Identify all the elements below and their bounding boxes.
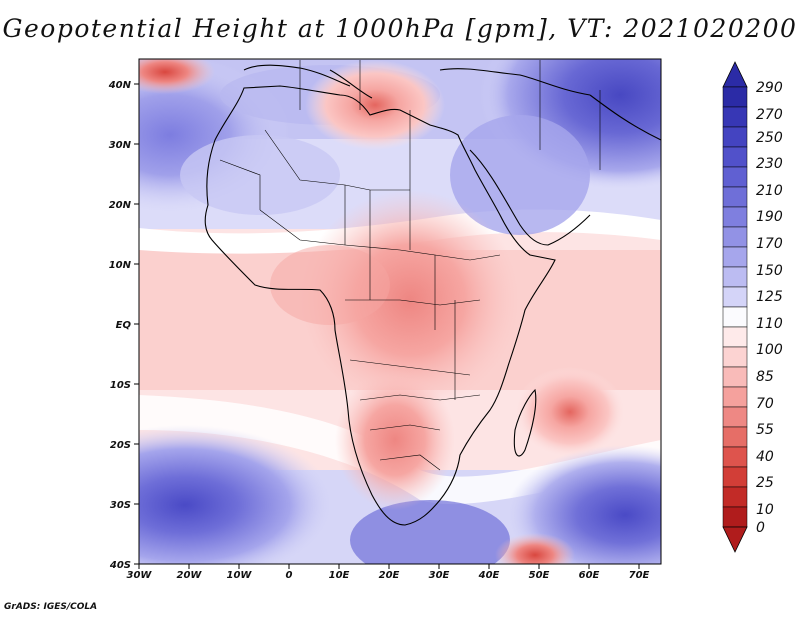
colorbar-label: 125: [756, 289, 783, 305]
lat-label: 20S: [110, 440, 131, 451]
colorbar-label: 290: [756, 80, 783, 96]
map-frame: [138, 58, 662, 565]
colorbar-swatch: [722, 446, 748, 468]
lon-label: 30W: [127, 570, 153, 581]
chart-title: Geopotential Height at 1000hPa [gpm], VT…: [2, 14, 798, 43]
colorbar-label: 230: [756, 156, 783, 172]
lon-label: 10E: [329, 570, 350, 581]
height-field: [139, 59, 661, 564]
colorbar-label: 210: [756, 183, 783, 199]
colorbar-label: 270: [756, 107, 783, 123]
lat-labels: 40N 30N 20N 10N EQ 10S 20S 30S 40S: [108, 80, 132, 571]
colorbar-swatch: [722, 226, 748, 248]
colorbar-label: 10: [756, 502, 774, 518]
colorbar-label: 25: [756, 475, 774, 491]
colorbar-bottom-arrow: [722, 526, 748, 553]
colorbar-swatch: [722, 166, 748, 188]
colorbar-swatch: [722, 186, 748, 208]
colorbar-label: 100: [756, 342, 783, 358]
lon-label: 40E: [478, 570, 500, 581]
colorbar-swatch: [722, 146, 748, 168]
colorbar-label: 190: [756, 209, 783, 225]
lon-label: 10W: [227, 570, 253, 581]
lat-label: 20N: [109, 200, 132, 211]
colorbar-top-arrow: [722, 61, 748, 88]
lon-label: 70E: [629, 570, 650, 581]
colorbar: 290 270 250 230 210 190 170 150 125 110 …: [722, 61, 783, 553]
colorbar-swatch: [722, 506, 748, 528]
colorbar-label: 55: [756, 422, 774, 438]
colorbar-swatch: [722, 386, 748, 408]
colorbar-swatch: [722, 406, 748, 428]
colorbar-label: 110: [756, 316, 783, 332]
colorbar-label: 150: [756, 263, 783, 279]
lon-label: 20E: [379, 570, 400, 581]
lat-label: EQ: [116, 320, 132, 331]
lat-label: 10S: [110, 380, 131, 391]
grads-credit: GrADS: IGES/COLA: [4, 602, 98, 612]
colorbar-swatch: [722, 86, 748, 108]
colorbar-swatch: [722, 326, 748, 348]
lat-label: 40N: [108, 80, 132, 91]
lat-label: 30N: [109, 140, 132, 151]
colorbar-swatch: [722, 266, 748, 288]
lon-label: 20W: [177, 570, 203, 581]
lon-label: 30E: [429, 570, 450, 581]
colorbar-label: 170: [756, 236, 783, 252]
colorbar-swatch: [722, 466, 748, 488]
colorbar-label: 85: [756, 369, 774, 385]
colorbar-swatch: [722, 206, 748, 228]
borders: [219, 60, 601, 471]
colorbar-swatch: [722, 426, 748, 448]
colorbar-swatch: [722, 366, 748, 388]
colorbar-swatch: [722, 126, 748, 148]
lon-label: 0: [286, 570, 293, 581]
colorbar-swatch: [722, 286, 748, 308]
coastlines: [204, 64, 661, 526]
lon-label: 50E: [529, 570, 550, 581]
colorbar-swatch: [722, 246, 748, 268]
lat-label: 40S: [109, 560, 131, 571]
colorbar-label: 250: [756, 130, 783, 146]
colorbar-swatch: [722, 306, 748, 328]
colorbar-swatch: [722, 106, 748, 128]
lon-label: 60E: [579, 570, 600, 581]
colorbar-swatch: [722, 346, 748, 368]
colorbar-label: 40: [756, 449, 774, 465]
lat-label: 30S: [110, 500, 131, 511]
colorbar-label: 70: [756, 396, 774, 412]
colorbar-label: 0: [756, 520, 765, 536]
colorbar-swatch: [722, 486, 748, 508]
lat-label: 10N: [109, 260, 132, 271]
tick-marks: [134, 83, 640, 569]
lon-labels: 30W 20W 10W 0 10E 20E 30E 40E 50E 60E 70…: [127, 570, 650, 581]
